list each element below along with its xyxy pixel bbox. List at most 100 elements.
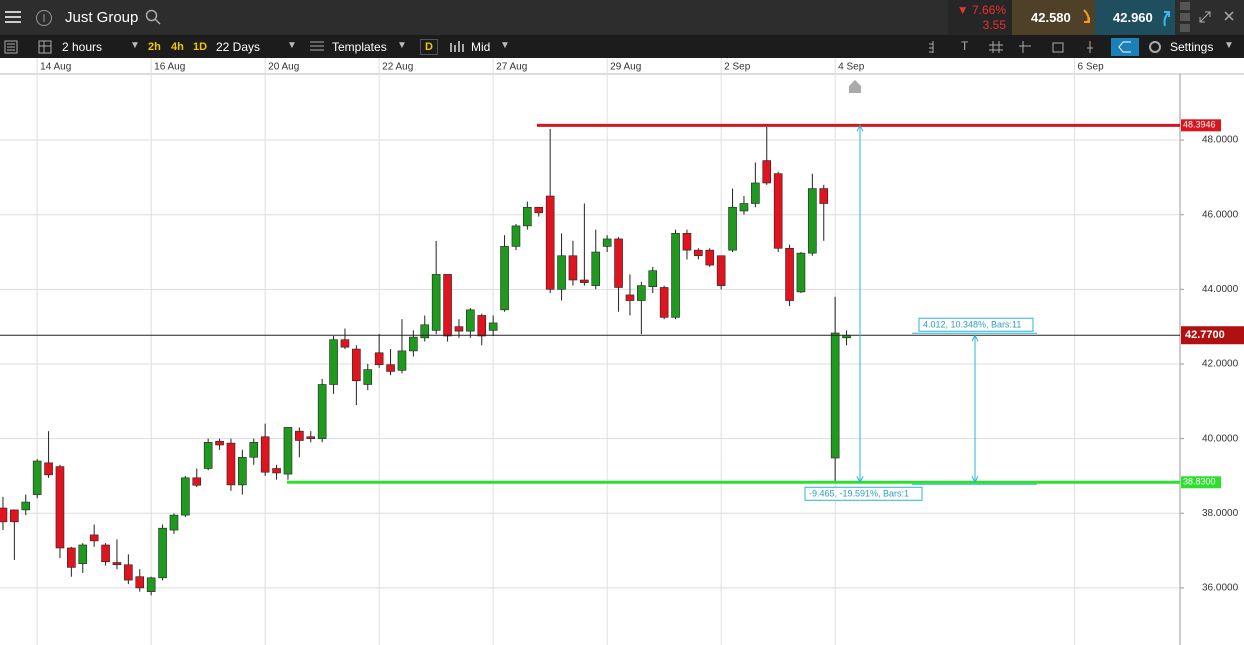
- buy-arrow: [1163, 11, 1170, 27]
- candle-body: [10, 509, 19, 523]
- price-label-box: [1181, 119, 1221, 132]
- d-button[interactable]: D: [420, 39, 438, 55]
- candle-body: [203, 442, 213, 469]
- range-select[interactable]: 22 Days: [216, 40, 261, 54]
- price-type-select[interactable]: Mid: [471, 40, 491, 54]
- candle-body: [751, 182, 760, 204]
- candle-body: [340, 339, 350, 348]
- drawing-tools[interactable]: T: [925, 38, 1140, 56]
- annotation: -9.465, -19.591%, Bars:1: [809, 489, 909, 499]
- candle-body: [705, 249, 715, 266]
- candle-body: [386, 364, 395, 372]
- settings-button[interactable]: Settings: [1170, 40, 1214, 54]
- candle-body: [78, 544, 88, 564]
- annotation-box: [918, 317, 1034, 332]
- candle-body: [637, 285, 646, 301]
- candle-body: [272, 468, 281, 474]
- candle-body: [226, 442, 236, 486]
- candle-body: [739, 203, 749, 212]
- candle-body: [420, 324, 430, 339]
- top-bar: Just Group ▼ 7.66% 3.55 42.580 42.960: [0, 0, 1244, 35]
- candle-body: [591, 251, 601, 286]
- sell-button[interactable]: 42.580: [1012, 0, 1095, 35]
- candle-body: [21, 501, 31, 511]
- change-pct: ▼ 7.66%: [956, 3, 1006, 17]
- candle-body: [101, 544, 110, 563]
- change-value: 3.55: [982, 18, 1006, 32]
- x-tick-label: 22 Aug: [382, 62, 413, 73]
- x-tick-label: 29 Aug: [610, 62, 641, 73]
- arrow-head: [971, 334, 979, 484]
- candle-body: [67, 547, 76, 568]
- dropdown-caret: ▼: [130, 40, 140, 51]
- candle-body: [158, 527, 167, 579]
- date-axis-bg: [0, 58, 1244, 74]
- candle-body: [363, 369, 373, 385]
- x-tick-label: 27 Aug: [496, 62, 527, 73]
- toolbar-icons[interactable]: [4, 40, 54, 54]
- candle-body: [568, 255, 578, 281]
- quick-interval[interactable]: 4h: [171, 41, 184, 53]
- candle-body: [89, 534, 99, 542]
- y-tick-label: 46.0000: [1202, 209, 1239, 220]
- quick-interval[interactable]: 1D: [193, 41, 208, 53]
- candle-body: [215, 440, 224, 446]
- candle-body: [374, 352, 384, 366]
- window-controls[interactable]: [1178, 0, 1244, 35]
- candle-body: [716, 255, 726, 286]
- instrument-name[interactable]: Just Group: [65, 9, 139, 26]
- candle-body: [545, 195, 555, 290]
- dropdown-caret: ▼: [500, 40, 510, 51]
- candle-body: [534, 206, 544, 214]
- candle-body: [762, 160, 772, 184]
- quick-interval[interactable]: 2h: [148, 41, 161, 53]
- x-tick-label: 2 Sep: [724, 62, 751, 73]
- sell-price: 42.580: [1031, 10, 1071, 25]
- x-tick-label: 16 Aug: [154, 62, 185, 73]
- y-tick-label: 36.0000: [1202, 583, 1239, 594]
- dropdown-caret: ▼: [397, 40, 407, 51]
- price-label: 38.8300: [1183, 477, 1216, 487]
- candle-body: [500, 246, 509, 311]
- dropdown-caret: ▼: [287, 40, 297, 51]
- candle-body: [352, 348, 361, 382]
- templates-button[interactable]: Templates: [332, 40, 387, 54]
- candle-body: [728, 206, 737, 251]
- candle-body: [557, 255, 566, 290]
- change-box: ▼ 7.66% 3.55: [948, 0, 1012, 35]
- candle-body: [0, 507, 8, 523]
- candle-body: [146, 577, 156, 592]
- candle-body: [55, 466, 65, 549]
- candle-body: [614, 238, 623, 288]
- candle-body: [648, 270, 658, 288]
- candle-body: [602, 238, 612, 247]
- templates-icon: [310, 41, 324, 51]
- candle-body: [454, 326, 464, 332]
- annotation-box: [804, 486, 923, 501]
- candle-body: [523, 206, 532, 227]
- dropdown-caret: ▼: [1224, 40, 1234, 51]
- price-label: 48.3946: [1183, 120, 1216, 130]
- candle-body: [135, 576, 145, 589]
- link-icon[interactable]: [35, 9, 53, 27]
- time-marker: [849, 80, 861, 93]
- price-label-box: [1181, 476, 1221, 489]
- candle-body: [808, 188, 817, 254]
- candle-body: [306, 436, 316, 439]
- search-icon[interactable]: [145, 9, 161, 25]
- candle-body: [819, 188, 829, 204]
- candle-body: [625, 294, 635, 301]
- candle-body: [192, 477, 202, 486]
- candle-body: [431, 274, 441, 331]
- candle-body: [124, 564, 133, 581]
- candle-body: [511, 225, 521, 247]
- current-price-label: 42.7700: [1185, 329, 1225, 341]
- candle-body: [488, 322, 498, 331]
- buy-button[interactable]: 42.960: [1095, 0, 1175, 35]
- candle-body: [796, 252, 806, 293]
- candle-body: [671, 233, 680, 318]
- candle-body: [260, 436, 270, 473]
- interval-select[interactable]: 2 hours: [62, 40, 103, 54]
- menu-icon[interactable]: [5, 10, 21, 24]
